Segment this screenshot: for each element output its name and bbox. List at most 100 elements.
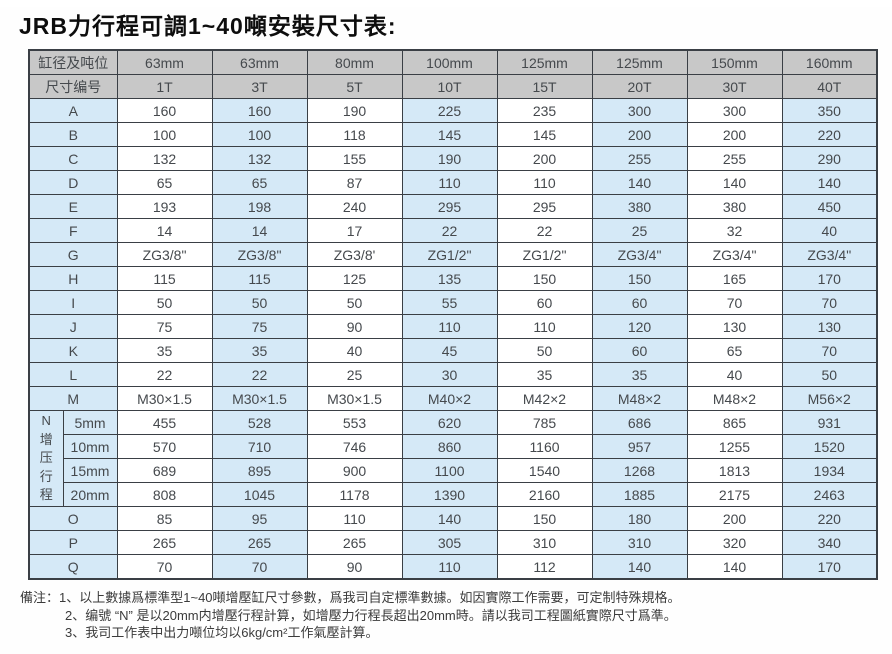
table-cell: 155 — [306, 146, 403, 171]
table-cell: M30×1.5 — [306, 386, 403, 411]
notes-prefix: 備注： — [20, 590, 60, 605]
table-cell: 35 — [211, 338, 308, 363]
table-cell: 140 — [781, 170, 878, 195]
column-header: 63mm — [211, 49, 308, 75]
table-cell: 710 — [211, 434, 308, 459]
table-cell: 1160 — [496, 434, 593, 459]
table-row: 20mm 808 1045 1178 1390 2160 1885 2175 2463 — [29, 482, 878, 507]
table-cell: 100 — [211, 122, 308, 147]
table-cell: 860 — [401, 434, 498, 459]
table-cell: 957 — [591, 434, 688, 459]
table-cell: 235 — [496, 98, 593, 123]
table-cell: 145 — [401, 122, 498, 147]
column-header: 5T — [306, 74, 403, 99]
table-cell: 140 — [401, 506, 498, 531]
table-cell: M42×2 — [496, 386, 593, 411]
row-label: J — [28, 314, 118, 339]
table-cell: 193 — [116, 194, 213, 219]
table-cell: 220 — [781, 122, 878, 147]
table-cell: 895 — [211, 458, 308, 483]
column-header: 125mm — [591, 49, 688, 75]
table-cell: 220 — [781, 506, 878, 531]
table-cell: 265 — [116, 530, 213, 555]
table-cell: M30×1.5 — [211, 386, 308, 411]
table-cell: 150 — [496, 266, 593, 291]
table-row: H 115 115 125 135 150 150 165 170 — [28, 266, 878, 291]
table-cell: 50 — [496, 338, 593, 363]
table-cell: 14 — [211, 218, 308, 243]
column-header: 20T — [591, 74, 688, 99]
table-cell: 1178 — [306, 482, 403, 507]
table-cell: M48×2 — [686, 386, 783, 411]
row-label: I — [28, 290, 118, 315]
table-cell: 165 — [686, 266, 783, 291]
table-cell: 310 — [591, 530, 688, 555]
table-cell: 1100 — [401, 458, 498, 483]
table-cell: 60 — [591, 290, 688, 315]
table-cell: 746 — [306, 434, 403, 459]
spec-table-body: 缸径及吨位 63mm 63mm 80mm 100mm 125mm 125mm 150mm 160… — [28, 49, 878, 580]
row-label: G — [28, 242, 118, 267]
table-cell: 120 — [591, 314, 688, 339]
table-cell: 931 — [781, 410, 878, 435]
table-cell: 290 — [781, 146, 878, 171]
table-cell: 125 — [306, 266, 403, 291]
column-header: 150mm — [686, 49, 783, 75]
table-cell: 140 — [686, 554, 783, 580]
table-row: J 75 75 90 110 110 120 130 130 — [28, 314, 878, 339]
table-cell: 110 — [401, 554, 498, 580]
row-sublabel: 15mm — [62, 458, 118, 483]
table-cell: 200 — [496, 146, 593, 171]
row-label: C — [28, 146, 118, 171]
table-cell: 1540 — [496, 458, 593, 483]
note-line: 3、我司工作表中出力噸位均以6kg/cm²工作氣壓計算。 — [20, 624, 892, 642]
table-cell: M56×2 — [781, 386, 878, 411]
table-cell: 350 — [781, 98, 878, 123]
table-cell: 265 — [306, 530, 403, 555]
table-cell: 95 — [211, 506, 308, 531]
table-cell: 132 — [116, 146, 213, 171]
table-cell: 70 — [781, 338, 878, 363]
row-label: H — [28, 266, 118, 291]
column-header: 100mm — [401, 49, 498, 75]
table-row: 15mm 689 895 900 1100 1540 1268 1813 1934 — [29, 458, 878, 483]
table-cell: 689 — [116, 458, 213, 483]
table-cell: 295 — [401, 194, 498, 219]
table-cell: 295 — [496, 194, 593, 219]
column-header: 63mm — [116, 49, 213, 75]
table-cell: 455 — [116, 410, 213, 435]
note-text: 1、以上數據爲標準型1~40噸增壓缸尺寸參數，爲我司自定標準數據。如因實際工作需… — [59, 590, 681, 605]
table-cell: 320 — [686, 530, 783, 555]
table-cell: 190 — [401, 146, 498, 171]
table-cell: 686 — [591, 410, 688, 435]
row-label: E — [28, 194, 118, 219]
table-cell: 70 — [781, 290, 878, 315]
table-cell: 2463 — [781, 482, 878, 507]
table-cell: 140 — [591, 554, 688, 580]
table-cell: 65 — [116, 170, 213, 195]
table-cell: ZG1/2" — [496, 242, 593, 267]
table-cell: 200 — [686, 122, 783, 147]
note-line: 備注：1、以上數據爲標準型1~40噸增壓缸尺寸參數，爲我司自定標準數據。如因實際… — [20, 589, 892, 607]
table-cell: 150 — [496, 506, 593, 531]
table-row: A 160 160 190 225 235 300 300 350 — [28, 98, 878, 123]
table-cell: 310 — [496, 530, 593, 555]
row-sublabel: 20mm — [62, 482, 118, 507]
table-row: L 22 22 25 30 35 35 40 50 — [28, 362, 878, 387]
table-cell: 130 — [686, 314, 783, 339]
table-cell: 60 — [591, 338, 688, 363]
table-cell: 40 — [686, 362, 783, 387]
table-cell: ZG3/4" — [591, 242, 688, 267]
table-cell: 380 — [591, 194, 688, 219]
table-cell: 35 — [591, 362, 688, 387]
table-cell: 150 — [591, 266, 688, 291]
note-line: 2、编號 “N” 是以20mm内增壓行程計算，如增壓力行程長超出20mm時。請以… — [20, 607, 892, 625]
row-label: A — [28, 98, 118, 123]
table-cell: 900 — [306, 458, 403, 483]
column-header: 15T — [496, 74, 593, 99]
table-cell: M30×1.5 — [116, 386, 213, 411]
table-cell: 130 — [781, 314, 878, 339]
table-row: O 85 95 110 140 150 180 200 220 — [28, 506, 878, 531]
table-row: G ZG3/8" ZG3/8" ZG3/8' ZG1/2" ZG1/2" ZG3/4" ZG3… — [28, 242, 878, 267]
row-label: P — [28, 530, 118, 555]
